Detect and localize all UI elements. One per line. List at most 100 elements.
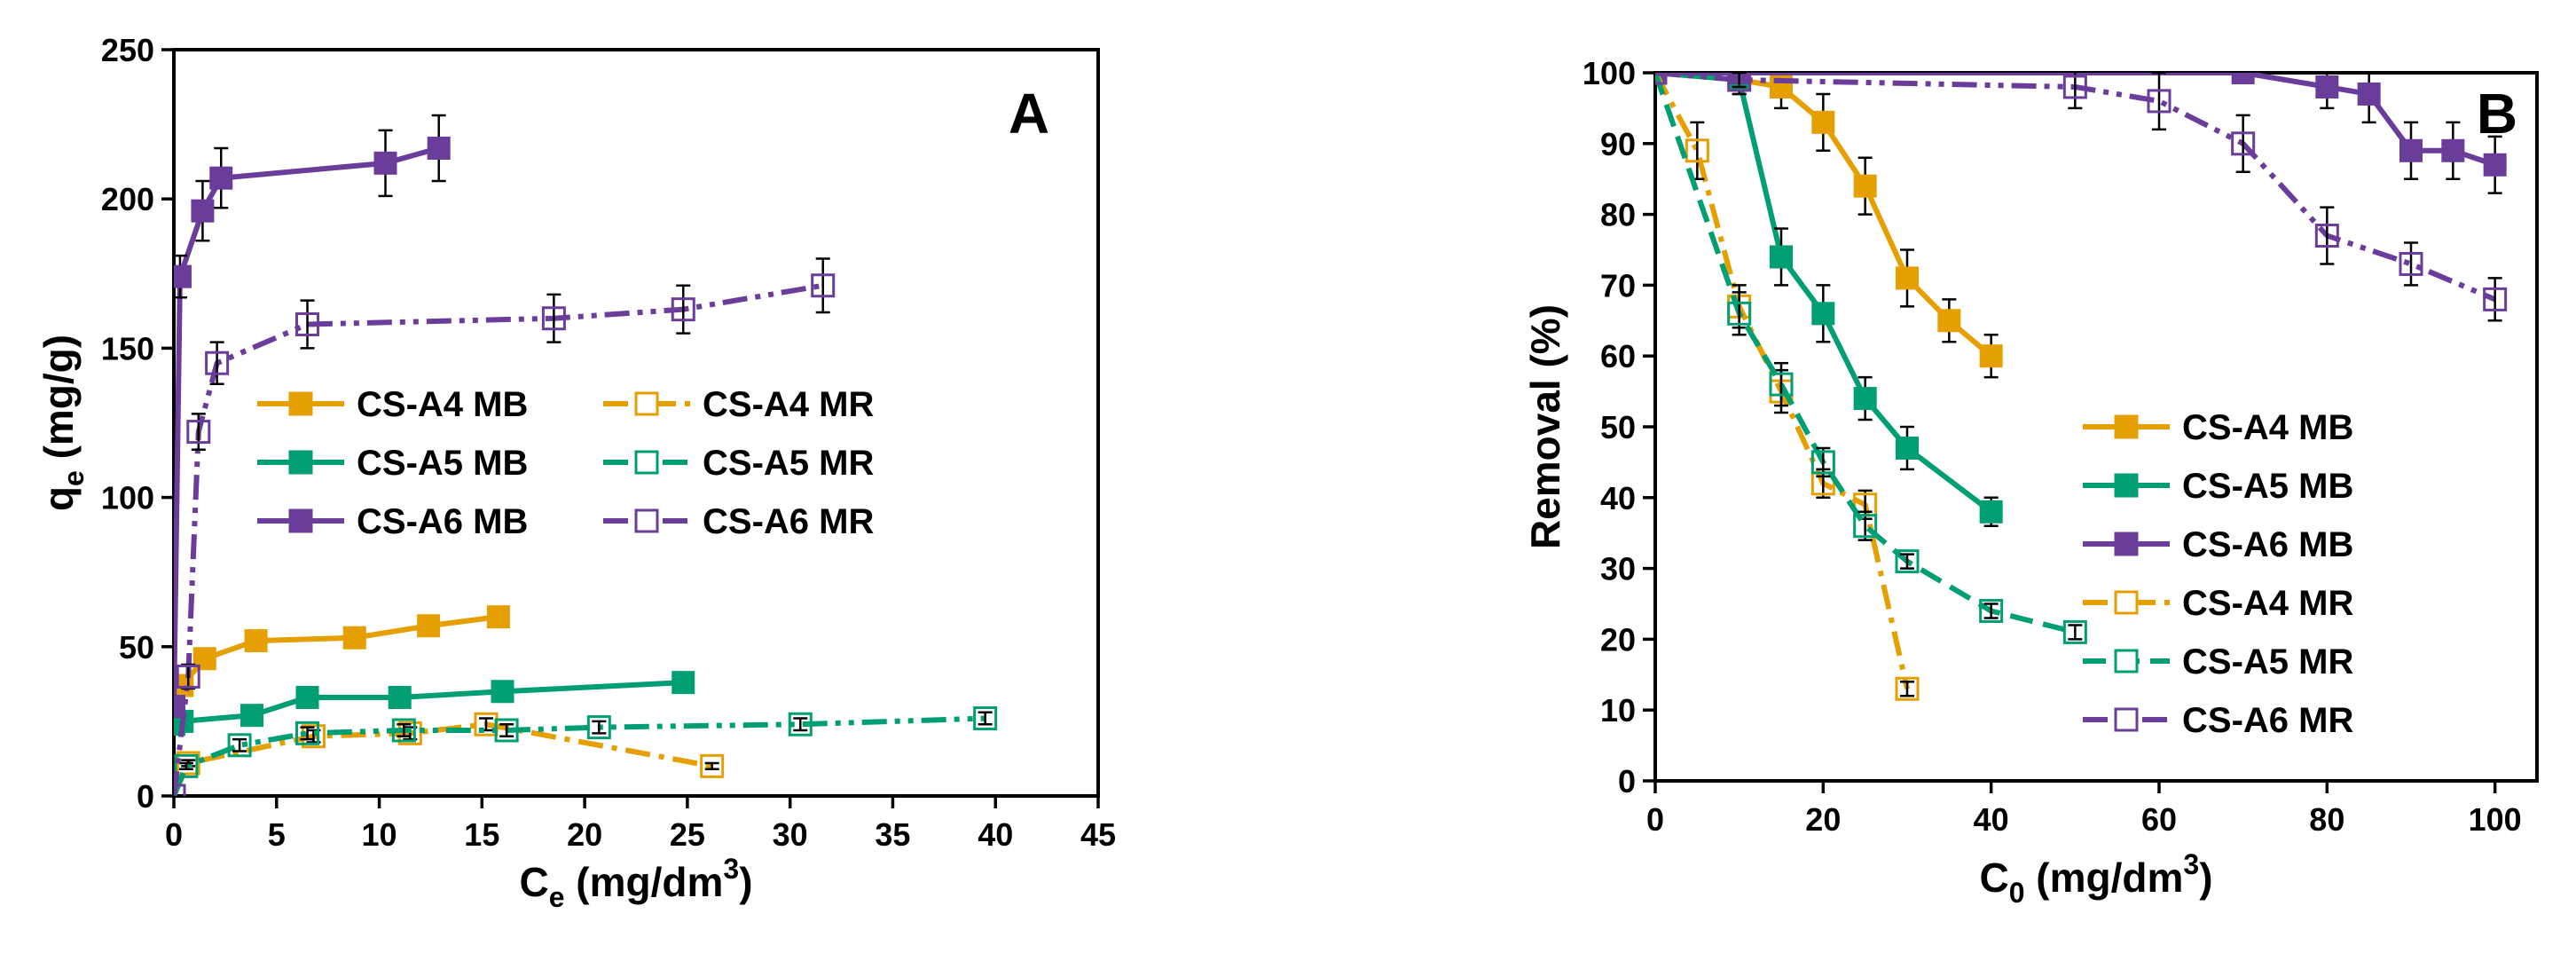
panel-a-cs-a6-mb-point xyxy=(209,166,233,190)
panel-a-cs-a5-mr-point xyxy=(174,753,199,778)
panel-b-cs-a6-mr-point xyxy=(2483,287,2508,311)
panel-a-cs-a6-mb-point xyxy=(427,137,451,161)
panel-b-cs-a6-mb-point xyxy=(2483,153,2507,177)
panel-a-cs-a6-mr-point xyxy=(671,297,695,322)
panel-a-cs-a5-mb-point xyxy=(295,685,319,709)
panel-a-legend-cs-a6-mr-label: CS-A6 MR xyxy=(703,502,874,541)
panel-b-cs-a5-mr-point xyxy=(1769,372,1794,397)
panel-a-cs-a4-mr-line xyxy=(174,721,713,796)
panel-b-x-tick-label: 40 xyxy=(1974,801,2009,838)
panel-a-legend-cs-a6-mr-swatch-marker xyxy=(634,508,659,533)
panel-a-cs-a5-mr-point xyxy=(788,712,813,737)
panel-b-legend-cs-a4-mr-swatch-marker xyxy=(2114,590,2139,615)
panel-b-legend-cs-a5-mr-swatch-marker xyxy=(2114,649,2139,673)
panel-b-cs-a4-mr-point xyxy=(1895,676,1920,701)
panel-a-x-tick-label: 20 xyxy=(567,816,602,853)
panel-b-legend-cs-a6-mb-swatch-marker xyxy=(2114,532,2139,556)
panel-b-cs-a6-mr-point xyxy=(1727,73,1752,92)
panel-a-cs-a4-mb-point xyxy=(417,614,441,638)
panel-b-cs-a6-mr-point xyxy=(2147,89,2172,114)
panel-a-legend-cs-a5-mr-label: CS-A5 MR xyxy=(703,444,874,483)
panel-b-y-tick-label: 40 xyxy=(1600,480,1636,516)
panel-a-cs-a4-mr-point xyxy=(700,753,725,778)
panel-b-cs-a5-mr-point xyxy=(1810,450,1835,475)
panel-b-cs-a4-mb-point xyxy=(1811,110,1835,134)
panel-b-legend: CS-A4 MB CS-A5 MB CS-A6 MB CS-A4 MR CS-A5 MR… xyxy=(2083,408,2353,740)
panel-b-legend-cs-a6-mr-swatch-marker xyxy=(2114,707,2139,732)
panel-b-cs-a6-mb-point xyxy=(2315,75,2339,98)
panel-b-legend-cs-a5-mb-swatch-marker xyxy=(2114,473,2139,498)
panel-a-legend-cs-a4-mr-swatch-marker xyxy=(634,391,659,416)
panel-b-cs-a5-mr-point xyxy=(1895,549,1920,574)
panel-b-cs-a6-mr-point xyxy=(2231,131,2256,156)
panel-a-cs-a6-mr-point xyxy=(811,273,836,298)
panel-a-x-tick-label: 35 xyxy=(875,816,910,853)
panel-a-cs-a6-mb-point xyxy=(174,695,185,719)
panel-a-legend: CS-A4 MB CS-A5 MB CS-A6 MB CS-A4 MR CS-A5 MR… xyxy=(257,385,874,541)
panel-b-x-tick-label: 60 xyxy=(2141,801,2177,838)
panel-a-legend-cs-a5-mr-swatch-marker xyxy=(634,450,659,475)
panel-b-cs-a6-mr-point xyxy=(2062,75,2087,99)
panel-b-cs-a6-mr-point xyxy=(2314,224,2339,248)
panel-a-legend-cs-a4-mb-swatch-marker xyxy=(288,391,313,416)
panel-a-cs-a6-mr-point xyxy=(176,664,200,689)
panel-b-cs-a4-mb-point xyxy=(1896,266,1919,290)
panel-a-plot-frame xyxy=(172,48,1100,798)
panel-a-cs-a4-mb-point xyxy=(244,629,268,653)
panel-b-y-tick-label: 30 xyxy=(1600,551,1636,587)
panel-a-cs-a5-mr-point xyxy=(494,718,519,743)
panel-a-cs-a5-mr-point xyxy=(391,718,416,743)
panel-a-x-tick-label: 10 xyxy=(362,816,397,853)
panel-b-cs-a6-mb-point xyxy=(2357,82,2381,106)
panel-b-y-tick-label: 0 xyxy=(1618,763,1636,800)
panel-a-x-tick-label: 5 xyxy=(268,816,286,853)
panel-a-cs-a6-mr-point xyxy=(205,351,230,375)
panel-b-y-tick-label: 20 xyxy=(1600,621,1636,658)
panel-a-legend-cs-a6-mb-swatch-marker xyxy=(288,508,313,533)
panel-a-legend-cs-a5-mb-swatch-marker xyxy=(288,450,313,475)
panel-a-x-tick-label: 15 xyxy=(464,816,499,853)
panel-a-letter: A xyxy=(1009,82,1049,146)
panel-a-y-tick-label: 50 xyxy=(119,629,154,666)
panel-b-cs-a5-mb-point xyxy=(1896,436,1919,460)
panel-b-y-tick-label: 70 xyxy=(1600,267,1636,303)
panel-b-cs-a6-mb-point xyxy=(2441,138,2465,162)
panel-a-legend-cs-a4-mb-label: CS-A4 MB xyxy=(357,385,528,424)
panel-b-y-tick-label: 100 xyxy=(1583,55,1636,91)
panel-a-cs-a6-mr-line xyxy=(174,282,824,796)
panel-a-x-tick-label: 0 xyxy=(165,816,183,853)
panel-a-cs-a5-mr-point xyxy=(973,706,998,731)
panel-a-legend-cs-a5-mb-label: CS-A5 MB xyxy=(357,444,528,483)
panel-b-cs-a6-mb-point xyxy=(2399,138,2423,162)
panel-b-y-tick-label: 50 xyxy=(1600,409,1636,445)
panel-a-y-tick-label: 0 xyxy=(137,778,154,815)
panel-a-cs-a6-mr-point xyxy=(186,420,211,445)
panel-a-x-tick-label: 30 xyxy=(773,816,808,853)
panel-b-cs-a5-mb-point xyxy=(1853,387,1877,411)
panel-b-cs-a5-mr-point xyxy=(1853,514,1878,539)
panel-b-y-tick-label: 10 xyxy=(1600,692,1636,729)
panel-b-cs-a5-mr-point xyxy=(1979,598,2004,623)
panel-a-y-tick-label: 150 xyxy=(101,330,154,366)
panel-a-legend-cs-a4-mr-label: CS-A4 MR xyxy=(703,385,874,424)
panel-a-cs-a5-mb-point xyxy=(491,680,514,704)
panel-b-x-tick-label: 80 xyxy=(2309,801,2344,838)
panel-a-y-axis-label: qe (mg/g) xyxy=(35,335,90,511)
panel-b-legend-cs-a6-mb-label: CS-A6 MB xyxy=(2182,525,2353,564)
panel-b-chart: 0 20 40 60 80 100 0 10 20 30 40 50 60 70 80 90 100 B C0 (m… xyxy=(1522,55,2539,909)
panel-b-cs-a4-mb-point xyxy=(1937,309,1961,333)
panel-b-x-axis-label: C0 (mg/dm3) xyxy=(1979,848,2212,909)
panel-a-cs-a5-mb-point xyxy=(388,685,412,709)
panel-a-y-tick-label: 250 xyxy=(101,32,154,68)
panel-a-cs-a5-mr-point xyxy=(295,721,320,745)
panel-a-cs-a6-mb-point xyxy=(174,264,192,288)
panel-b-y-tick-label: 80 xyxy=(1600,197,1636,233)
panel-a-y-tick-label: 200 xyxy=(101,181,154,217)
panel-a-series-group xyxy=(174,114,998,796)
panel-b-x-tick-label: 0 xyxy=(1646,801,1664,838)
panel-b-cs-a5-mb-point xyxy=(1979,500,2003,524)
panel-a-cs-a5-mr-point xyxy=(586,715,611,740)
panel-a-cs-a5-mb-point xyxy=(671,671,695,695)
panel-b-cs-a4-mb-point xyxy=(1853,174,1877,198)
